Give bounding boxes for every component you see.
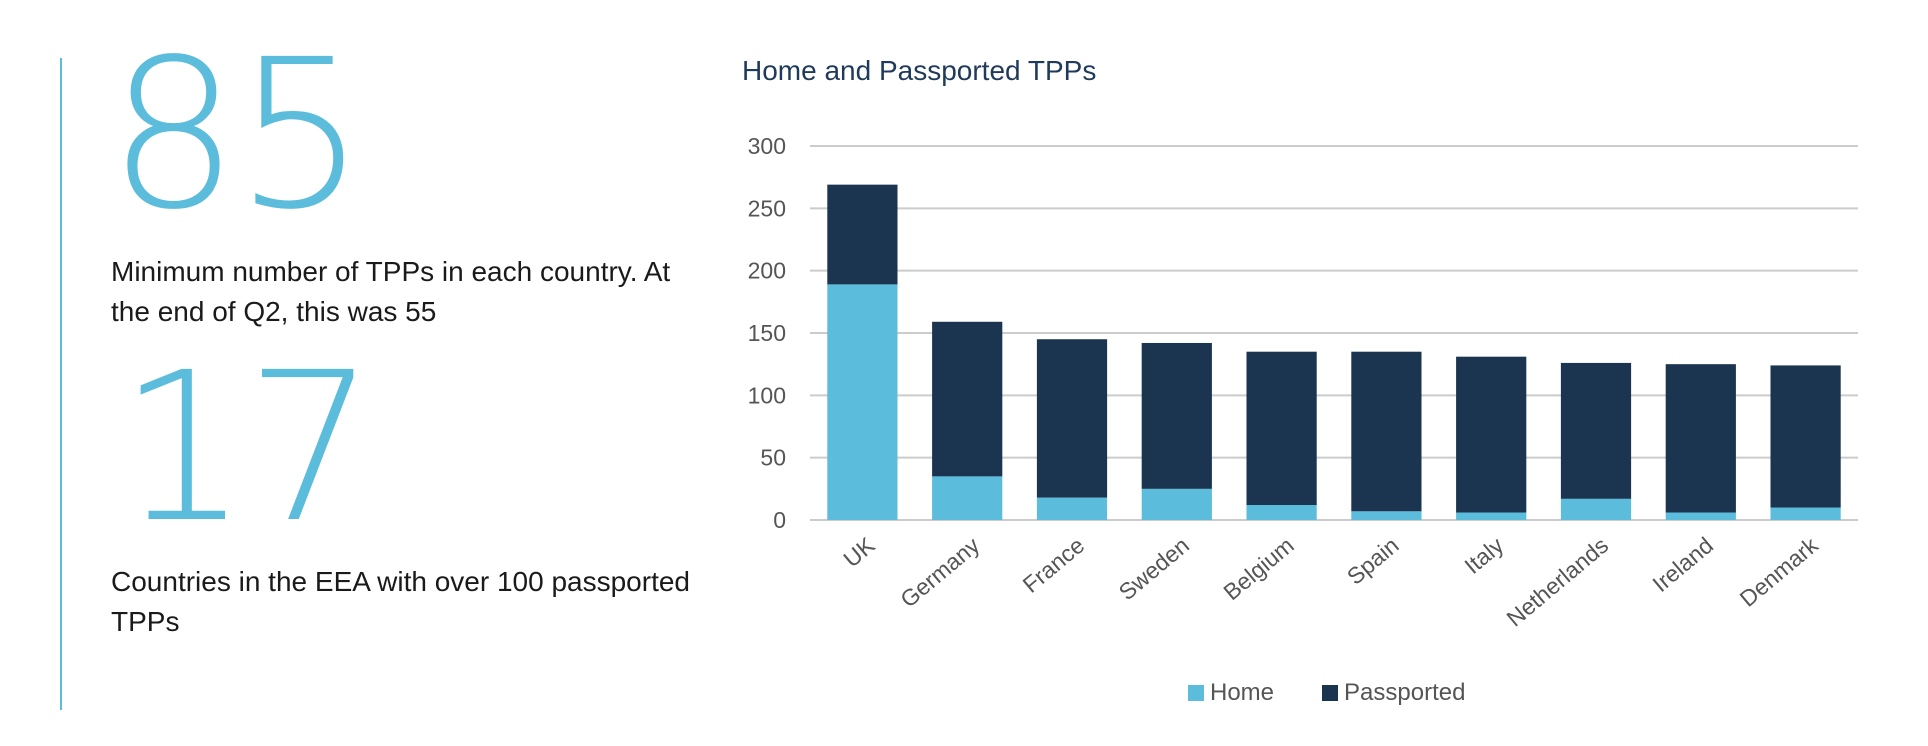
y-tick-label: 100 (748, 382, 786, 408)
bar-passported-spain (1351, 351, 1422, 512)
x-category-label: UK (838, 531, 880, 572)
legend-item-home: Home (1188, 679, 1274, 707)
bar-home-spain (1351, 511, 1422, 520)
chart-legend: Home Passported (1188, 679, 1465, 707)
x-category-label: France (1018, 532, 1090, 598)
x-category-label: Sweden (1114, 532, 1194, 605)
x-category-label: Denmark (1735, 532, 1824, 612)
bar-passported-sweden (1141, 342, 1212, 489)
x-category-label: Ireland (1647, 532, 1718, 597)
bar-passported-italy (1456, 356, 1527, 513)
legend-item-passported: Passported (1322, 679, 1465, 707)
bar-passported-france (1036, 339, 1108, 498)
bar-passported-uk (827, 184, 898, 285)
y-tick-label: 0 (773, 507, 786, 533)
x-category-label: Belgium (1218, 532, 1298, 605)
y-tick-label: 250 (748, 195, 786, 221)
bar-home-netherlands (1560, 498, 1632, 520)
stat-text-min-tpps: Minimum number of TPPs in each country. … (111, 256, 671, 327)
bar-home-italy (1456, 512, 1527, 520)
stat-number-min-tpps: 85 (108, 15, 366, 255)
chart-title: Home and Passported TPPs (742, 55, 1097, 86)
x-category-label: Netherlands (1501, 532, 1613, 632)
stat-number-countries: 17 (118, 328, 376, 568)
bar-home-uk (827, 284, 898, 520)
bar-home-sweden (1141, 488, 1212, 520)
bar-passported-germany (932, 321, 1003, 477)
bar-home-germany (932, 476, 1003, 520)
legend-swatch-home (1188, 685, 1204, 701)
y-tick-label: 300 (748, 133, 786, 159)
bar-home-france (1036, 497, 1108, 520)
y-tick-label: 200 (748, 258, 786, 284)
stat-text-countries: Countries in the EEA with over 100 passp… (111, 566, 691, 637)
bar-home-denmark (1770, 507, 1841, 520)
x-category-label: Italy (1459, 532, 1508, 579)
bar-passported-ireland (1665, 364, 1736, 513)
legend-label-passported: Passported (1344, 679, 1466, 706)
bar-home-belgium (1246, 505, 1317, 520)
y-tick-label: 150 (748, 320, 786, 346)
legend-label-home: Home (1210, 679, 1275, 706)
y-tick-label: 50 (760, 445, 786, 471)
legend-swatch-passported (1322, 685, 1339, 701)
x-category-label: Germany (895, 532, 985, 613)
bar-home-ireland (1665, 512, 1736, 520)
x-category-label: Spain (1342, 532, 1404, 590)
bar-passported-denmark (1770, 365, 1841, 508)
bar-passported-netherlands (1560, 362, 1632, 499)
accent-divider-line (60, 58, 62, 710)
bar-passported-belgium (1246, 351, 1317, 506)
